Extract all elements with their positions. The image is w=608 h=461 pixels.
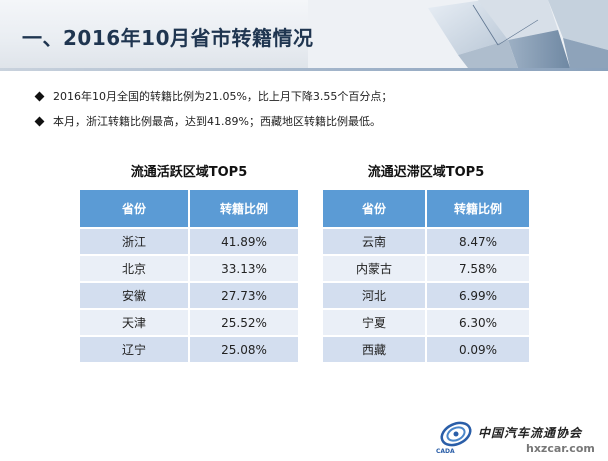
active-regions-block: 流通活跃区域TOP5 省份 转籍比例 浙江 41.89% 北京 33.13% 安…	[80, 163, 298, 364]
ratio-cell: 6.30%	[426, 309, 529, 337]
table-row: 内蒙古 7.58%	[323, 255, 529, 283]
province-cell: 浙江	[80, 228, 190, 256]
ratio-cell: 6.99%	[426, 282, 529, 310]
province-cell: 云南	[323, 228, 427, 256]
province-cell: 安徽	[80, 282, 190, 310]
column-header-ratio: 转籍比例	[189, 190, 298, 229]
cada-logo: CADA 中国汽车流通协会 hxzcar.com	[430, 414, 608, 461]
diamond-bullet-icon	[34, 91, 45, 101]
cada-emblem-icon	[440, 421, 472, 447]
province-cell: 河北	[323, 282, 427, 310]
table-row: 北京 33.13%	[80, 255, 298, 283]
bullet-item: 2016年10月全国的转籍比例为21.05%，比上月下降3.55个百分点；	[34, 88, 596, 104]
bullet-text: 本月，浙江转籍比例最高，达到41.89%；西藏地区转籍比例最低。	[53, 115, 381, 128]
ratio-cell: 0.09%	[426, 336, 529, 364]
header-divider	[0, 68, 608, 71]
active-regions-table: 省份 转籍比例 浙江 41.89% 北京 33.13% 安徽 27.73% 天津…	[80, 190, 298, 364]
diamond-bullet-icon	[34, 116, 45, 126]
province-cell: 西藏	[323, 336, 427, 364]
column-header-ratio: 转籍比例	[426, 190, 529, 229]
table-row: 浙江 41.89%	[80, 228, 298, 256]
province-cell: 天津	[80, 309, 190, 337]
table-row: 河北 6.99%	[323, 282, 529, 310]
ratio-cell: 7.58%	[426, 255, 529, 283]
watermark-text: hxzcar.com	[526, 442, 595, 455]
bullet-item: 本月，浙江转籍比例最高，达到41.89%；西藏地区转籍比例最低。	[34, 113, 596, 129]
table-row: 安徽 27.73%	[80, 282, 298, 310]
ratio-cell: 33.13%	[189, 255, 298, 283]
column-header-province: 省份	[80, 190, 190, 229]
association-name: 中国汽车流通协会	[478, 426, 583, 440]
province-cell: 辽宁	[80, 336, 190, 364]
stagnant-regions-table: 省份 转籍比例 云南 8.47% 内蒙古 7.58% 河北 6.99% 宁夏 6…	[323, 190, 529, 364]
ratio-cell: 25.08%	[189, 336, 298, 364]
header-banner: 一、2016年10月省市转籍情况	[0, 0, 608, 68]
ratio-cell: 41.89%	[189, 228, 298, 256]
table-row: 宁夏 6.30%	[323, 309, 529, 337]
cada-abbreviation: CADA	[436, 448, 455, 455]
header-cubes-graphic	[308, 0, 608, 68]
table-row: 云南 8.47%	[323, 228, 529, 256]
active-table-title: 流通活跃区域TOP5	[130, 165, 248, 180]
stagnant-regions-block: 流通迟滞区域TOP5 省份 转籍比例 云南 8.47% 内蒙古 7.58% 河北…	[323, 163, 529, 364]
table-row: 辽宁 25.08%	[80, 336, 298, 364]
table-row: 西藏 0.09%	[323, 336, 529, 364]
ratio-cell: 25.52%	[189, 309, 298, 337]
ratio-cell: 8.47%	[426, 228, 529, 256]
column-header-province: 省份	[323, 190, 427, 229]
province-cell: 内蒙古	[323, 255, 427, 283]
province-cell: 宁夏	[323, 309, 427, 337]
bullet-text: 2016年10月全国的转籍比例为21.05%，比上月下降3.55个百分点；	[53, 90, 393, 103]
ratio-cell: 27.73%	[189, 282, 298, 310]
page-title: 一、2016年10月省市转籍情况	[22, 26, 314, 50]
bullet-list: 2016年10月全国的转籍比例为21.05%，比上月下降3.55个百分点； 本月…	[34, 88, 596, 138]
table-row: 天津 25.52%	[80, 309, 298, 337]
stagnant-table-title: 流通迟滞区域TOP5	[367, 165, 485, 180]
province-cell: 北京	[80, 255, 190, 283]
